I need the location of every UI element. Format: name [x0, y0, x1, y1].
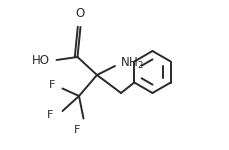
Text: O: O [76, 7, 85, 20]
Text: HO: HO [32, 54, 49, 66]
Text: F: F [73, 125, 80, 135]
Text: F: F [48, 81, 55, 90]
Text: F: F [47, 110, 53, 120]
Text: NH$_2$: NH$_2$ [120, 56, 143, 71]
